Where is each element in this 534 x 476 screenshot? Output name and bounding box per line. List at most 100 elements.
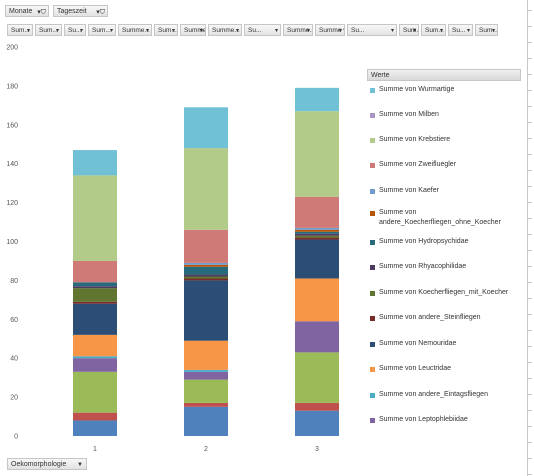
- bar-segment: [295, 410, 339, 436]
- series-field-button[interactable]: Sum...▾: [88, 24, 116, 36]
- legend-title: Werte: [371, 72, 390, 79]
- series-field-button[interactable]: Summe...▾: [283, 24, 313, 36]
- edge-tick: [528, 282, 532, 283]
- edge-tick: [528, 314, 532, 315]
- edge-tick: [528, 410, 532, 411]
- edge-tick: [528, 346, 532, 347]
- edge-tick: [528, 26, 532, 27]
- x-tick-label: 3: [315, 446, 319, 453]
- y-tick-label: 40: [10, 356, 18, 363]
- series-field-button[interactable]: Summe...▾: [180, 24, 206, 36]
- series-field-label: Sum...: [425, 27, 444, 34]
- bar-segment: [184, 278, 228, 281]
- legend-swatch: [370, 162, 375, 168]
- edge-tick: [528, 90, 532, 91]
- series-field-button[interactable]: Su... ▾: [244, 24, 281, 36]
- series-field-button[interactable]: Sum...▾: [475, 24, 498, 36]
- series-field-button[interactable]: Sum...▾: [399, 24, 419, 36]
- edge-tick: [528, 186, 532, 187]
- y-tick-label: 0: [14, 434, 18, 441]
- dropdown-arrow-icon: ▾: [235, 28, 239, 34]
- edge-tick: [528, 10, 532, 11]
- bar-segment: [295, 229, 339, 232]
- series-field-button[interactable]: Su... ▾: [64, 24, 86, 36]
- bar-segment: [184, 107, 228, 149]
- series-field-button[interactable]: Summe...▾: [208, 24, 242, 36]
- bar-segment: [184, 264, 228, 267]
- series-field-label: Summe...: [122, 27, 150, 34]
- dropdown-arrow-icon: ▾: [145, 28, 149, 34]
- series-field-label: Summe...: [287, 27, 313, 34]
- legend-swatch: [370, 392, 375, 398]
- legend-label: Summe von Krebstiere: [379, 136, 451, 143]
- y-tick-label: 200: [6, 45, 18, 52]
- bar-segment: [184, 229, 228, 263]
- bar-segment: [184, 148, 228, 230]
- legend-swatch: [370, 211, 375, 216]
- edge-tick: [528, 394, 532, 395]
- bar-segment: [295, 231, 339, 234]
- bar-segment: [73, 334, 117, 357]
- edge-tick: [528, 458, 532, 459]
- y-tick-label: 160: [6, 122, 18, 129]
- dropdown-arrow-icon: ▾: [390, 28, 394, 34]
- filter-funnel-icon: ▾⛉: [96, 9, 105, 16]
- dropdown-arrow-icon: ▾: [338, 28, 342, 34]
- bar-segment: [295, 321, 339, 353]
- legend-swatch: [370, 87, 375, 93]
- bar-segment: [73, 420, 117, 436]
- dropdown-arrow-icon: ▾: [199, 28, 203, 34]
- edge-tick: [528, 442, 532, 443]
- bar-segment: [73, 371, 117, 413]
- series-field-label: Sum...: [39, 27, 58, 34]
- legend-label: Summe von andere_Eintagsfliegen: [379, 391, 488, 398]
- edge-tick: [528, 362, 532, 363]
- y-tick-label: 100: [6, 239, 18, 246]
- bar-segment: [73, 260, 117, 283]
- dropdown-arrow-icon: ▾: [306, 28, 310, 34]
- series-field-button[interactable]: Sum...▾: [35, 24, 62, 36]
- series-field-label: Summe...: [184, 27, 205, 34]
- bar-segment: [73, 358, 117, 372]
- edge-tick: [528, 138, 532, 139]
- legend-label: Summe von Zweifluegler: [379, 161, 457, 168]
- series-field-button[interactable]: Summe...▾: [118, 24, 152, 36]
- edge-tick: [528, 250, 532, 251]
- sheet-edge: [527, 0, 534, 476]
- series-field-button[interactable]: Summe von...▾: [315, 24, 345, 36]
- series-field-label: Summe...: [212, 27, 240, 34]
- filter-button-tageszeit[interactable]: Tageszeit ▾⛉: [53, 5, 108, 17]
- series-field-label: Sum...: [158, 27, 177, 34]
- dropdown-arrow-icon: ▾: [274, 28, 278, 34]
- bar-segment: [184, 369, 228, 372]
- y-tick-label: 20: [10, 395, 18, 402]
- dimension-button-oekomorphologie[interactable]: Oekomorphologie ▼: [7, 458, 87, 470]
- series-field-button[interactable]: Su... ▾: [347, 24, 397, 36]
- dropdown-arrow-icon: ▾: [412, 28, 416, 34]
- x-tick-label: 2: [204, 446, 208, 453]
- series-field-label: Su...: [351, 27, 365, 34]
- legend-swatch: [370, 264, 375, 270]
- legend-swatch: [370, 341, 375, 347]
- bar-segment: [295, 278, 339, 322]
- filter-button-monate[interactable]: Monate ▾⛉: [5, 5, 49, 17]
- bar-segment: [184, 262, 228, 265]
- legend-header[interactable]: Werte: [367, 69, 521, 81]
- edge-tick: [528, 426, 532, 427]
- series-field-label: Su...: [248, 27, 262, 34]
- bar-segment: [184, 406, 228, 436]
- bar-segment: [184, 371, 228, 380]
- edge-tick: [528, 330, 532, 331]
- edge-tick: [528, 266, 532, 267]
- edge-tick: [528, 154, 532, 155]
- filter-label: Monate: [9, 8, 33, 15]
- dropdown-arrow-icon: ▾: [491, 28, 495, 34]
- series-field-button[interactable]: Su... ▾: [448, 24, 473, 36]
- bar-segment: [295, 111, 339, 197]
- series-field-button[interactable]: Sum...▾: [7, 24, 33, 36]
- legend-label: Summe von Wurmartige: [379, 86, 455, 93]
- series-field-button[interactable]: Sum...▾: [154, 24, 178, 36]
- bar-segment: [73, 288, 117, 302]
- bar-segment: [184, 276, 228, 279]
- series-field-button[interactable]: Sum...▾: [421, 24, 446, 36]
